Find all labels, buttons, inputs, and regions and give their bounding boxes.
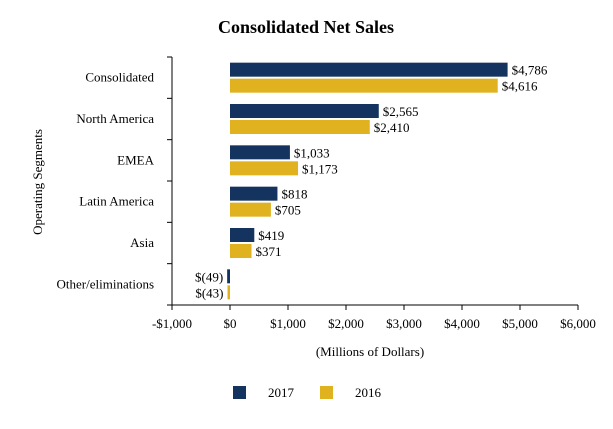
bar-2017 [230, 62, 508, 77]
chart-title: Consolidated Net Sales [218, 17, 394, 37]
bar-2016 [227, 285, 230, 300]
data-label: $371 [256, 244, 282, 259]
data-label: $4,616 [502, 79, 538, 94]
category-label: Consolidated [85, 70, 154, 85]
x-tick-label: $3,000 [386, 316, 422, 331]
category-label: Other/eliminations [57, 276, 154, 291]
data-label: $(43) [195, 285, 223, 300]
bar-2016 [230, 244, 252, 258]
bar-2017 [227, 269, 230, 284]
data-label: $1,033 [294, 145, 330, 160]
data-label: $419 [258, 228, 284, 243]
category-label: North America [76, 111, 154, 126]
legend-swatch-2017 [233, 386, 246, 399]
bar-2017 [230, 104, 379, 118]
category-label: EMEA [117, 152, 154, 167]
y-axis-title: Operating Segments [30, 129, 45, 235]
bar-2017 [230, 186, 278, 201]
x-tick-label: -$1,000 [152, 316, 192, 331]
bar-2017 [230, 145, 290, 160]
legend-label: 2016 [355, 385, 382, 400]
category-label: Latin America [79, 194, 154, 209]
data-label: $818 [281, 187, 307, 202]
x-axis-title: (Millions of Dollars) [316, 344, 424, 359]
data-label: $4,786 [512, 63, 548, 78]
x-tick-label: $0 [224, 316, 237, 331]
bar-2016 [230, 120, 370, 134]
x-tick-label: $5,000 [502, 316, 538, 331]
data-label: $705 [275, 203, 301, 218]
bar-2017 [230, 228, 255, 242]
x-tick-label: $6,000 [560, 316, 596, 331]
bar-2016 [230, 78, 498, 93]
plot-area: -$1,000 $0 $1,000 $2,000 $3,000 $4,000 $5,000 $… [57, 56, 596, 331]
x-tick-label: $2,000 [328, 316, 364, 331]
data-label: $1,173 [302, 161, 338, 176]
legend-swatch-2016 [320, 386, 333, 399]
data-label: $2,565 [383, 104, 419, 119]
data-label: $(49) [195, 269, 223, 284]
x-tick-label: $1,000 [270, 316, 306, 331]
bar-2016 [230, 202, 271, 217]
category-label: Asia [130, 235, 154, 250]
bar-2016 [230, 161, 299, 176]
legend: 2017 2016 [233, 385, 382, 400]
data-label: $2,410 [374, 120, 410, 135]
x-tick-label: $4,000 [444, 316, 480, 331]
legend-label: 2017 [268, 385, 295, 400]
